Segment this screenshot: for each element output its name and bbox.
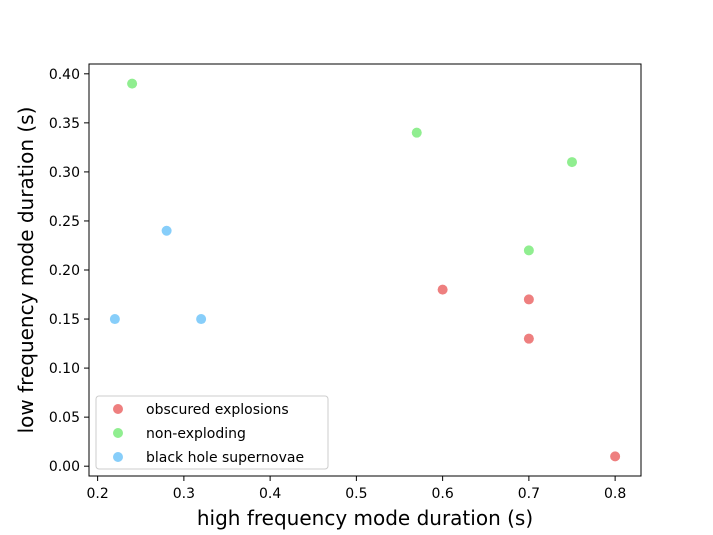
legend-marker [113, 404, 123, 414]
x-axis-ticks: 0.2 0.3 0.4 0.5 0.6 0.7 0.8 [86, 476, 626, 502]
y-tick-label: 0.00 [49, 459, 80, 475]
x-tick-label: 0.4 [259, 486, 281, 502]
data-point [411, 127, 422, 138]
x-tick-label: 0.7 [518, 486, 540, 502]
data-point [610, 451, 621, 462]
y-tick-label: 0.10 [49, 361, 80, 377]
x-tick-label: 0.8 [604, 486, 626, 502]
series-non-exploding [127, 78, 577, 256]
data-point [523, 333, 534, 344]
legend-label: black hole supernovae [146, 450, 304, 466]
legend-label: obscured explosions [146, 402, 289, 418]
data-point [161, 225, 172, 236]
x-tick-label: 0.5 [345, 486, 367, 502]
y-tick-label: 0.25 [49, 214, 80, 230]
data-point [127, 78, 138, 89]
legend-box [95, 395, 329, 470]
data-point [437, 284, 448, 295]
x-tick-label: 0.6 [431, 486, 453, 502]
y-axis-ticks: 0.00 0.05 0.10 0.15 0.20 0.25 0.30 0.35 0.40 [49, 67, 89, 475]
data-point [523, 245, 534, 256]
legend-marker [113, 452, 123, 462]
y-tick-label: 0.20 [49, 263, 80, 279]
y-tick-label: 0.05 [49, 410, 80, 426]
points-layer [109, 78, 621, 462]
legend-marker [113, 428, 123, 438]
x-axis-label: high frequency mode duration (s) [197, 506, 533, 530]
y-tick-label: 0.30 [49, 165, 80, 181]
data-point [567, 157, 577, 168]
legend-label: non-exploding [146, 426, 246, 442]
data-point [196, 314, 207, 325]
series-black-hole-supernovae [109, 225, 207, 325]
data-point [109, 314, 120, 325]
data-point [523, 294, 534, 305]
y-axis-label: low frequency mode duration (s) [14, 107, 38, 434]
x-tick-label: 0.3 [173, 486, 195, 502]
legend: obscured explosions non-exploding black ho… [95, 395, 329, 470]
y-tick-label: 0.15 [49, 312, 80, 328]
y-tick-label: 0.40 [49, 67, 80, 83]
series-obscured-explosions [437, 284, 621, 462]
x-tick-label: 0.2 [86, 486, 108, 502]
y-tick-label: 0.35 [49, 116, 80, 132]
